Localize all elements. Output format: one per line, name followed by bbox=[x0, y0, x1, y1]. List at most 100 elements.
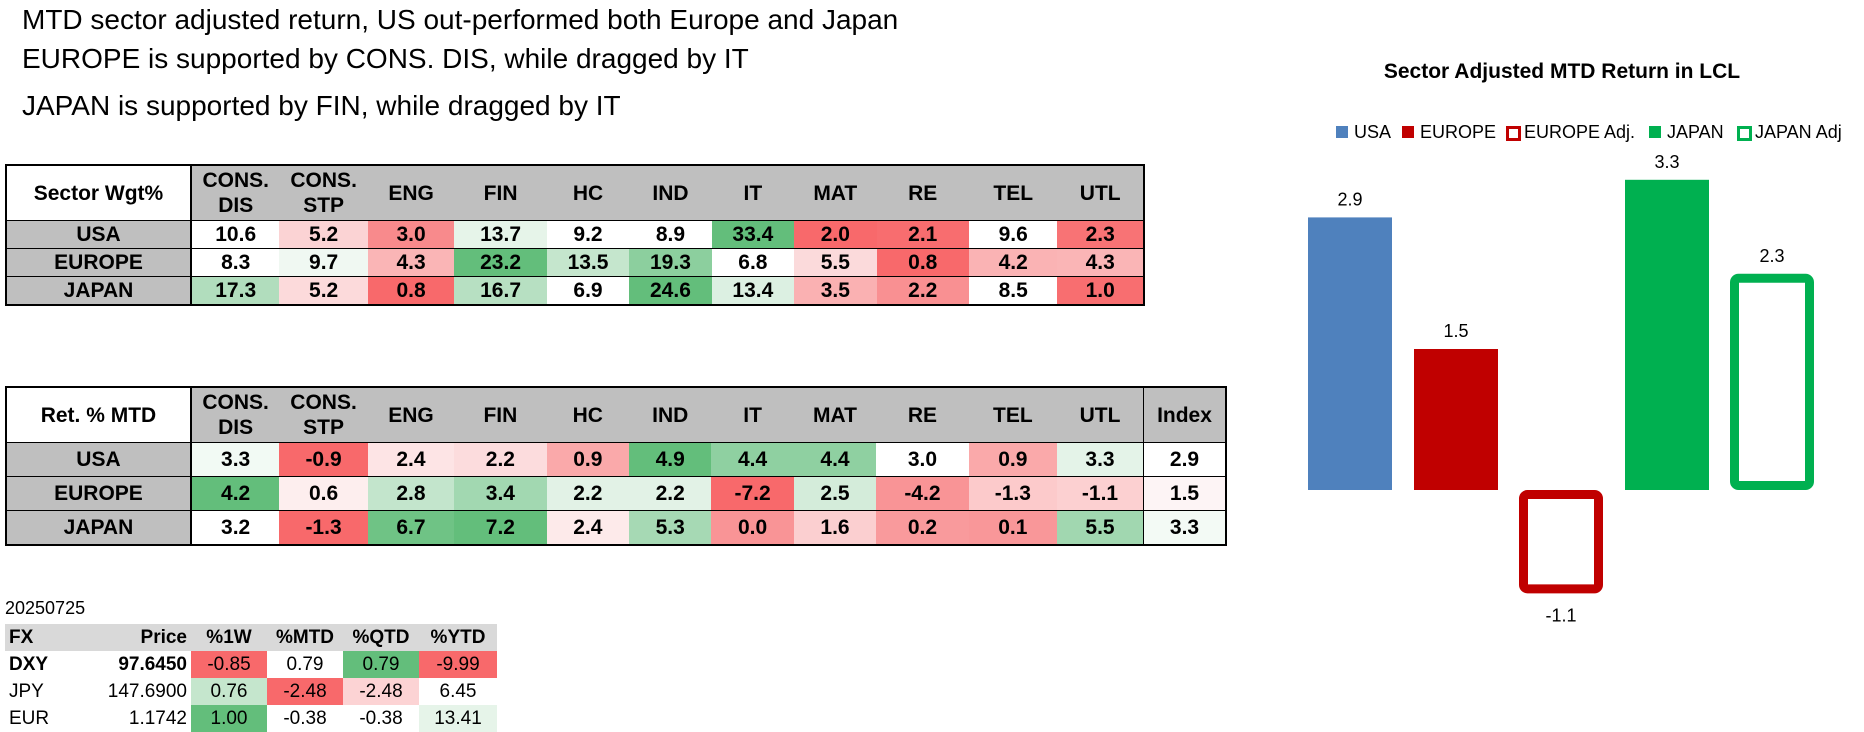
fx-change-cell: -2.48 bbox=[267, 678, 343, 705]
sector-table-cell: 8.3 bbox=[190, 248, 280, 277]
sector-table-column-header: UTL bbox=[1057, 165, 1144, 221]
fx-change-cell: -0.85 bbox=[191, 651, 267, 678]
return-table-column-header: IND bbox=[629, 387, 712, 443]
return-table-row-label: EUROPE bbox=[6, 476, 192, 511]
fx-change-cell: 13.41 bbox=[419, 705, 497, 732]
return-table-row-label: JAPAN bbox=[6, 510, 192, 545]
return-table-cell: 2.2 bbox=[454, 442, 547, 477]
fx-column-header: Price bbox=[87, 624, 191, 651]
return-table-row: EUROPE 4.2 0.6 2.8 3.4 2.2 2.2 -7.2 2.5 -4.2 -1.3-… bbox=[6, 476, 1226, 511]
fx-change-cell: 1.00 bbox=[191, 705, 267, 732]
legend-label: EUROPE Adj. bbox=[1524, 122, 1635, 142]
return-table-column-header: HC bbox=[546, 387, 630, 443]
sector-table-row: EUROPE 8.3 9.7 4.3 23.2 13.5 19.3 6.8 5.5 0.8 4.2 4… bbox=[6, 248, 1144, 277]
return-table-cell: 6.7 bbox=[367, 510, 455, 545]
return-table-cell: 3.3 bbox=[1142, 510, 1226, 545]
return-table-cell: 2.8 bbox=[367, 476, 455, 511]
return-table-cell: -0.9 bbox=[279, 442, 368, 477]
sector-table-cell: 5.5 bbox=[794, 248, 877, 277]
sector-table-cell: 5.2 bbox=[279, 276, 368, 305]
fx-change-cell: -2.48 bbox=[343, 678, 419, 705]
fx-currency-name: JPY bbox=[9, 680, 44, 702]
sector-table-corner-header: Sector Wgt% bbox=[6, 165, 192, 221]
return-table-cell: 0.1 bbox=[968, 510, 1058, 545]
fx-currency-name: EUR bbox=[9, 707, 50, 729]
return-table-cell: 0.0 bbox=[711, 510, 794, 545]
headline-1: MTD sector adjusted return, US out-perfo… bbox=[22, 4, 899, 35]
return-table-cell: 2.9 bbox=[1142, 442, 1226, 477]
return-table-cell: 4.4 bbox=[711, 442, 794, 477]
legend-swatch-outline bbox=[1506, 126, 1521, 141]
fx-currency-name: DXY bbox=[9, 653, 49, 675]
data-label: 1.5 bbox=[1443, 321, 1468, 341]
return-table-corner-header: Ret. % MTD bbox=[6, 387, 192, 443]
sector-table-cell: 23.2 bbox=[454, 248, 547, 277]
sector-table-column-header: HC bbox=[546, 165, 630, 221]
return-table-cell: 1.5 bbox=[1142, 476, 1226, 511]
return-table-column-header: IT bbox=[711, 387, 794, 443]
sector-table-cell: 8.9 bbox=[629, 220, 712, 249]
legend-swatch bbox=[1649, 126, 1661, 138]
bar-japan bbox=[1625, 179, 1709, 491]
sector-weight-table: Sector Wgt% CONS. DIS CONS. STP ENG FIN HC IND… bbox=[5, 164, 1145, 306]
sector-table-column-header: MAT bbox=[794, 165, 877, 221]
fx-column-header: FX bbox=[5, 624, 87, 651]
return-table-cell: 4.9 bbox=[629, 442, 712, 477]
sector-table-cell: 24.6 bbox=[629, 276, 712, 305]
headline-3: JAPAN is supported by FIN, while dragged… bbox=[22, 90, 621, 121]
return-table-cell: 0.2 bbox=[876, 510, 969, 545]
fx-column-header: %1W bbox=[191, 624, 267, 651]
sector-table-row-label: JAPAN bbox=[6, 276, 192, 305]
return-table-cell: 2.2 bbox=[629, 476, 712, 511]
bar-usa bbox=[1308, 217, 1392, 490]
return-table-cell: 2.4 bbox=[546, 510, 630, 545]
sector-table-column-header: RE bbox=[876, 165, 969, 221]
sector-table-cell: 33.4 bbox=[711, 220, 795, 249]
sector-table-cell: 13.7 bbox=[454, 220, 547, 249]
return-mtd-table: Ret. % MTD CONS. DIS CONS. STP ENG FIN HC IND I… bbox=[5, 386, 1227, 546]
sector-table-cell: 13.5 bbox=[546, 248, 630, 277]
return-table-cell: 3.3 bbox=[1057, 442, 1144, 477]
sector-table-column-header: ENG bbox=[367, 165, 455, 221]
sector-table-cell: 8.5 bbox=[968, 276, 1058, 305]
legend-swatch bbox=[1402, 126, 1414, 138]
chart-title: Sector Adjusted MTD Return in LCL bbox=[1384, 60, 1740, 83]
return-table-cell: -1.1 bbox=[1057, 476, 1144, 511]
return-table-cell: 1.6 bbox=[793, 510, 877, 545]
sector-table-column-header: IND bbox=[629, 165, 712, 221]
fx-change-cell: -9.99 bbox=[419, 651, 497, 678]
fx-row: DXY 97.6450 -0.85 0.79 0.79 -9.99 bbox=[5, 651, 497, 678]
return-table-cell: 4.4 bbox=[793, 442, 877, 477]
return-table-cell: 2.2 bbox=[546, 476, 630, 511]
sector-table-cell: 6.9 bbox=[546, 276, 630, 305]
bar-europe-adj bbox=[1519, 490, 1603, 594]
return-table-cell: 2.5 bbox=[793, 476, 877, 511]
return-table-cell: -4.2 bbox=[876, 476, 969, 511]
fx-column-header: %YTD bbox=[419, 624, 497, 651]
sector-table-row: JAPAN 17.3 5.2 0.8 16.7 6.9 24.6 13.4 3.5 2.2 8.5 1… bbox=[6, 276, 1144, 305]
return-table-cell: 3.0 bbox=[876, 442, 969, 477]
sector-table-cell: 2.1 bbox=[876, 220, 969, 249]
fx-price: 97.6450 bbox=[118, 653, 187, 675]
sector-table-cell: 6.8 bbox=[711, 248, 795, 277]
legend-label: USA bbox=[1354, 122, 1391, 142]
fx-price: 147.6900 bbox=[107, 680, 187, 702]
data-label: -1.1 bbox=[1545, 605, 1576, 625]
return-table-row-label: USA bbox=[6, 442, 192, 477]
fx-change-cell: -0.38 bbox=[343, 705, 419, 732]
fx-column-header: %QTD bbox=[343, 624, 419, 651]
sector-table-cell: 19.3 bbox=[629, 248, 712, 277]
legend-label: JAPAN bbox=[1667, 122, 1724, 142]
sector-table-column-header: IT bbox=[711, 165, 795, 221]
return-table-column-header: FIN bbox=[454, 387, 547, 443]
return-table-cell: 0.9 bbox=[546, 442, 630, 477]
return-table-cell: -1.3 bbox=[279, 510, 368, 545]
data-label: 2.3 bbox=[1759, 246, 1784, 266]
return-table-row: JAPAN 3.2 -1.3 6.7 7.2 2.4 5.3 0.0 1.6 0.2 0.1 5.5 3… bbox=[6, 510, 1226, 545]
sector-table-cell: 2.0 bbox=[794, 220, 877, 249]
fx-date: 20250725 bbox=[5, 598, 86, 618]
sector-table-cell: 4.3 bbox=[367, 248, 455, 277]
fx-row: JPY 147.6900 0.76 -2.48 -2.48 6.45 bbox=[5, 678, 497, 705]
fx-change-cell: 0.76 bbox=[191, 678, 267, 705]
sector-table-cell: 2.3 bbox=[1057, 220, 1144, 249]
